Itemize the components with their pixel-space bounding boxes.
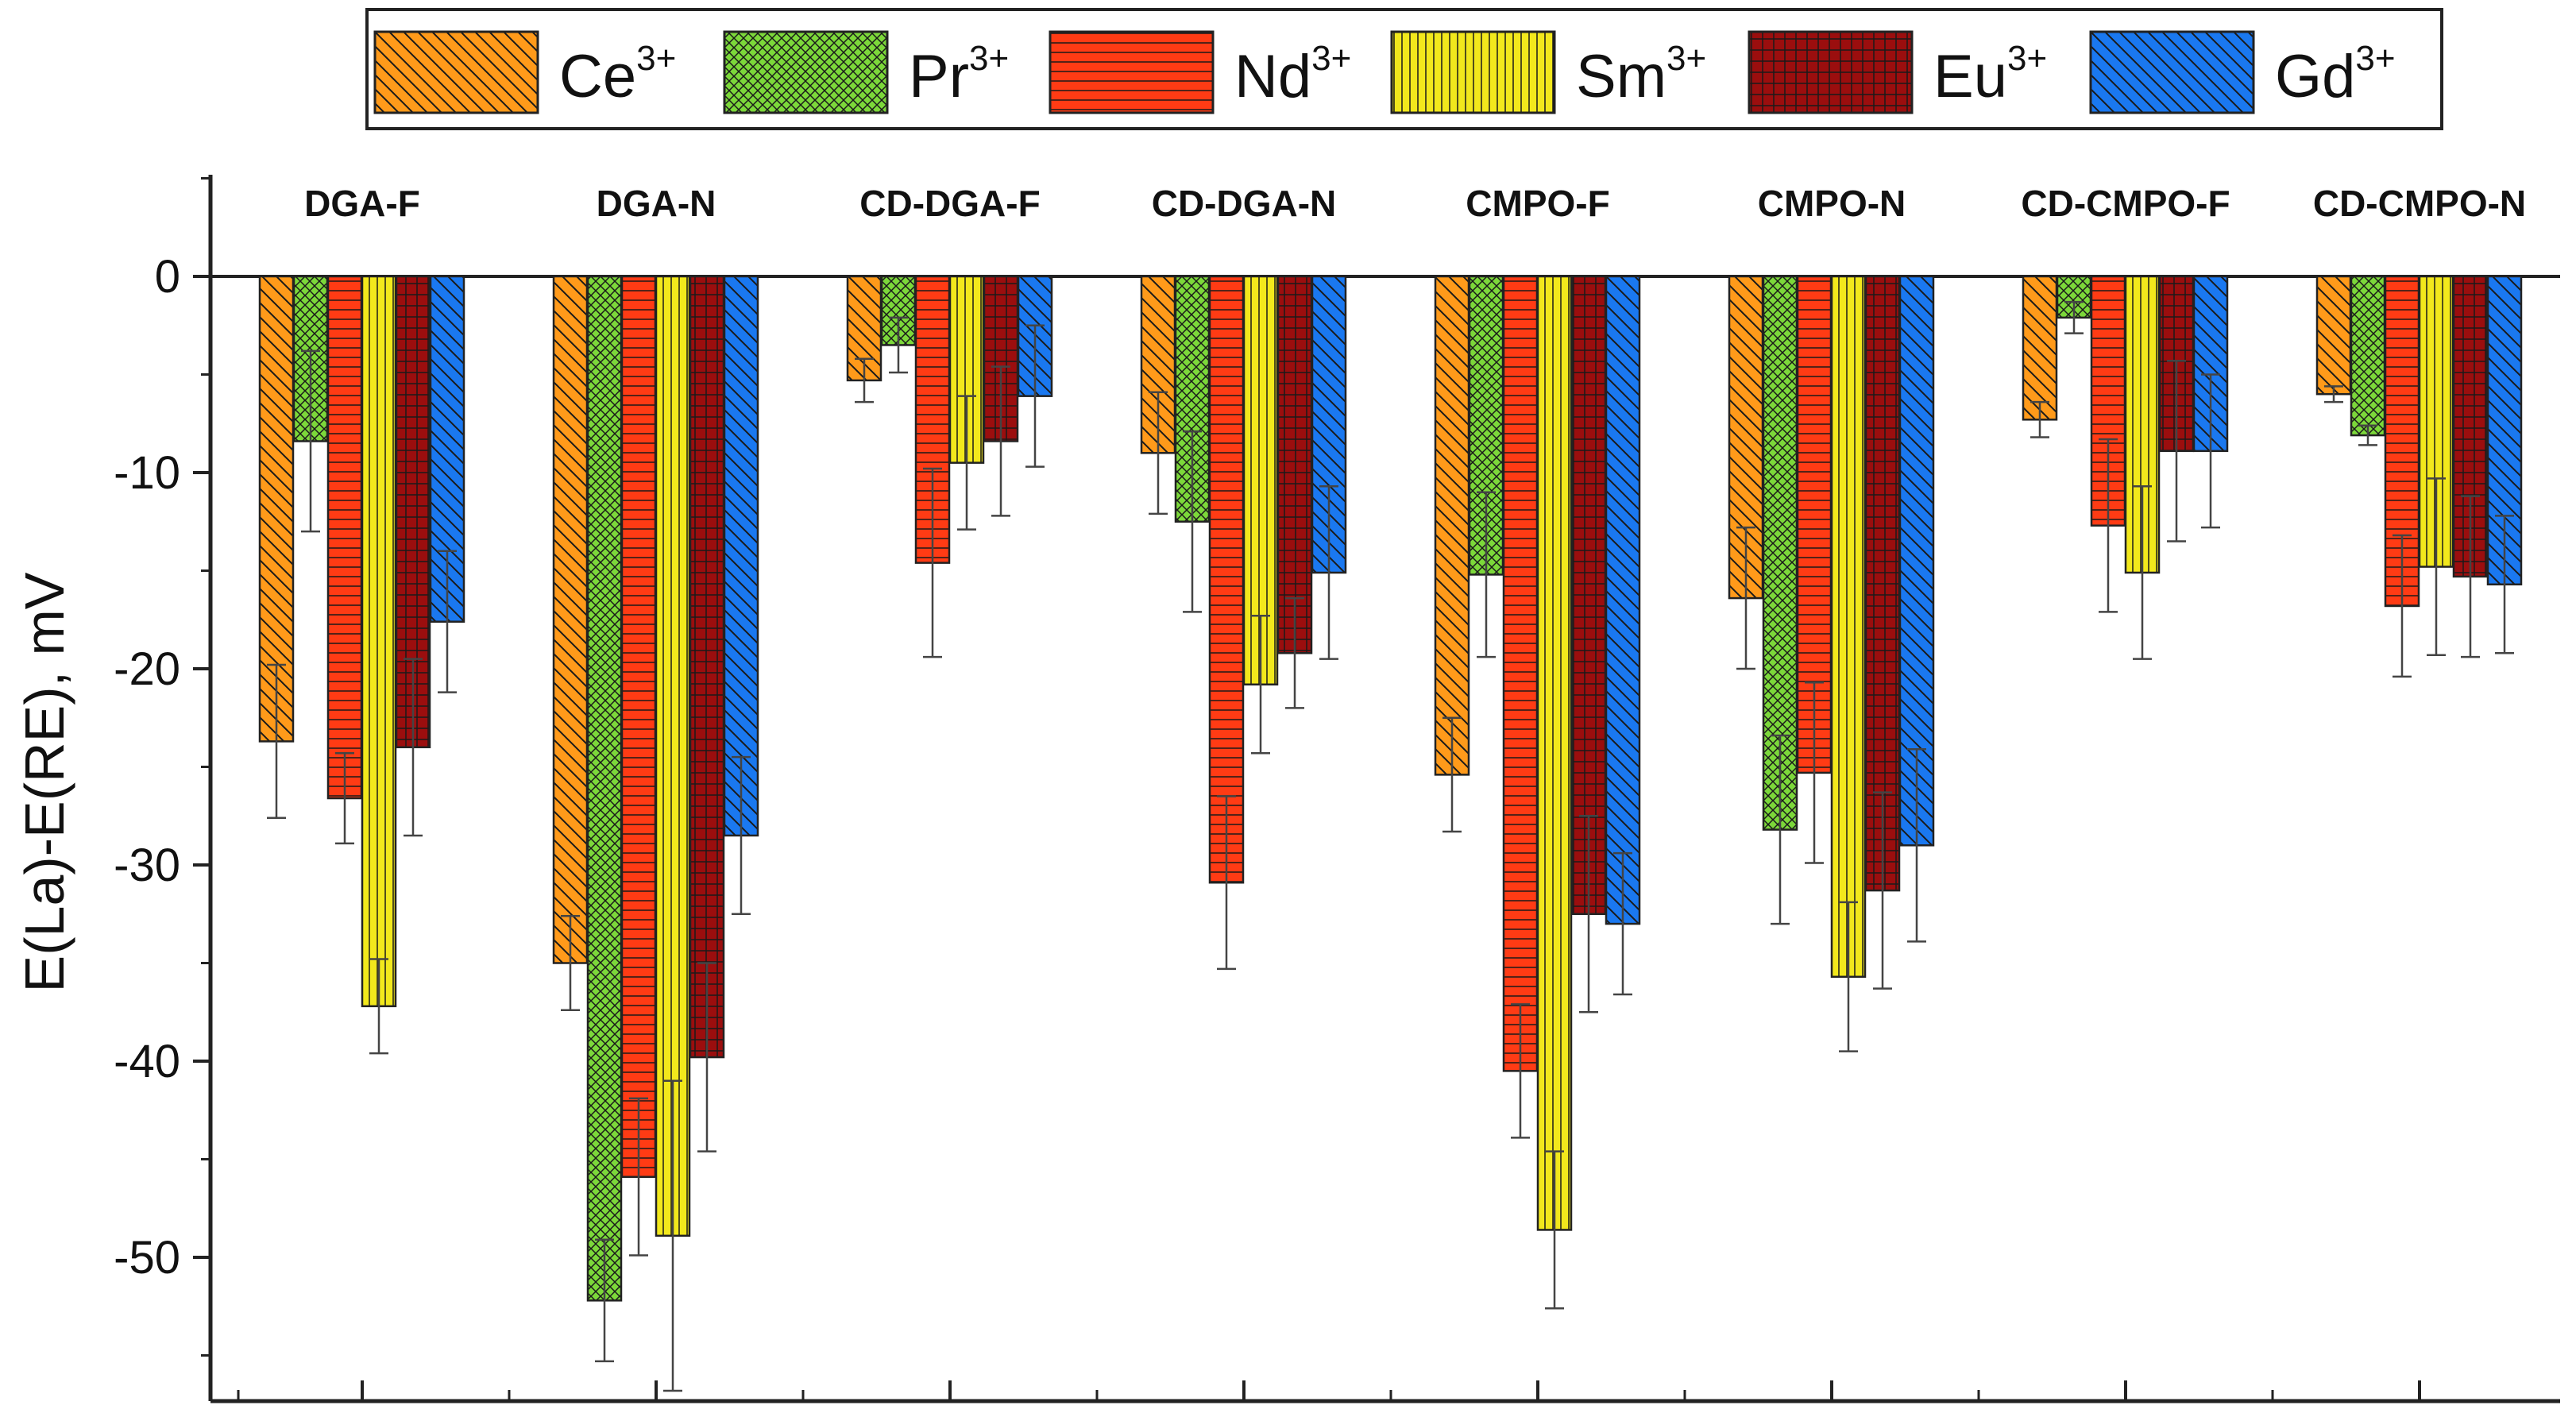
legend-swatch-pr — [723, 30, 889, 114]
group-label: DGA-N — [597, 183, 716, 224]
bar-nd-dga-n — [620, 275, 657, 1178]
legend-label-nd: Nd3+ — [1234, 39, 1351, 110]
y-tick-label: -10 — [114, 447, 180, 499]
x-ticks — [237, 1380, 2421, 1401]
bar-ce-cmpo-f — [1434, 275, 1470, 776]
bar-ce-cd-cmpo-f — [2022, 275, 2058, 421]
y-axis-title: E(La)-E(RE), mV — [14, 572, 75, 992]
plot-area: 0 -10 -20 -30 -40 -50 DGA-F DGA-N CD-DGA-F CD-DG… — [114, 175, 2560, 1403]
legend-swatch-eu — [1748, 30, 1914, 114]
y-tick-label: -20 — [114, 643, 180, 695]
group-label: CD-DGA-F — [859, 183, 1040, 224]
legend-swatch-gd — [2089, 30, 2255, 114]
bar-ce-cd-cmpo-n — [2315, 275, 2352, 396]
y-tick-label: -40 — [114, 1036, 180, 1087]
bar-sm-cmpo-n — [1830, 275, 1867, 979]
bar-ce-dga-n — [552, 275, 589, 964]
legend-swatch-nd — [1049, 30, 1215, 114]
group-labels: DGA-F DGA-N CD-DGA-F CD-DGA-N CMPO-F CMPO-N CD… — [304, 183, 2526, 224]
group-label: CD-CMPO-F — [2021, 183, 2230, 224]
bar-sm-dga-f — [361, 275, 397, 1008]
legend-label-ce: Ce3+ — [559, 39, 676, 110]
bar-eu-cmpo-f — [1570, 275, 1607, 915]
bar-eu-cd-dga-n — [1276, 275, 1313, 654]
group-label: DGA-F — [304, 183, 420, 224]
legend: Ce3+ Pr3+ Nd3+ Sm3+ Eu3+ Gd3+ — [365, 8, 2443, 130]
legend-swatch-sm — [1390, 30, 1556, 114]
bar-pr-dga-n — [586, 275, 623, 1302]
bar-sm-cmpo-f — [1536, 275, 1573, 1231]
y-ticks: 0 -10 -20 -30 -40 -50 — [114, 177, 210, 1357]
bar-eu-cmpo-n — [1864, 275, 1901, 892]
bars — [258, 275, 2523, 1302]
y-tick-label: -30 — [114, 840, 180, 891]
bar-nd-dga-f — [326, 275, 363, 800]
group-label: CD-CMPO-N — [2313, 183, 2526, 224]
bar-eu-dga-n — [689, 275, 725, 1059]
bar-nd-cd-dga-n — [1208, 275, 1245, 884]
bar-nd-cmpo-f — [1502, 275, 1539, 1072]
group-label: CMPO-N — [1758, 183, 1906, 224]
group-label: CD-DGA-N — [1152, 183, 1337, 224]
bar-gd-cmpo-f — [1605, 275, 1641, 925]
bar-gd-dga-n — [723, 275, 759, 837]
bar-pr-cd-cmpo-n — [2350, 275, 2386, 437]
y-tick-label: 0 — [155, 251, 180, 303]
error-bars — [267, 300, 2514, 1392]
y-tick-label: -50 — [114, 1232, 180, 1284]
group-label: CMPO-F — [1466, 183, 1609, 224]
legend-swatch-ce — [373, 30, 539, 114]
